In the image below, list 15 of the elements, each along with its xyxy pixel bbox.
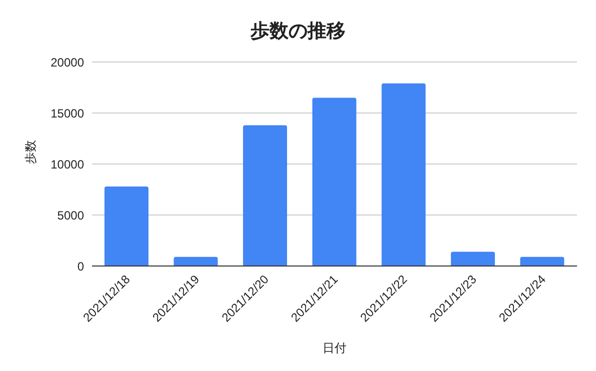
y-tick-label: 15000 <box>50 106 84 120</box>
x-axis-title: 日付 <box>322 341 346 355</box>
bar <box>312 98 356 266</box>
bar <box>382 83 426 266</box>
y-tick-label: 5000 <box>57 208 84 222</box>
bar <box>520 256 564 266</box>
y-axis-title: 歩数 <box>23 140 38 164</box>
y-tick-label: 20000 <box>50 55 84 70</box>
bar <box>174 256 218 266</box>
y-tick-label: 0 <box>77 259 84 274</box>
y-tick-label: 10000 <box>50 157 84 172</box>
bar <box>243 125 288 266</box>
bar <box>104 186 148 266</box>
chart-title: 歩数の推移 <box>249 20 346 44</box>
bar <box>450 252 495 266</box>
